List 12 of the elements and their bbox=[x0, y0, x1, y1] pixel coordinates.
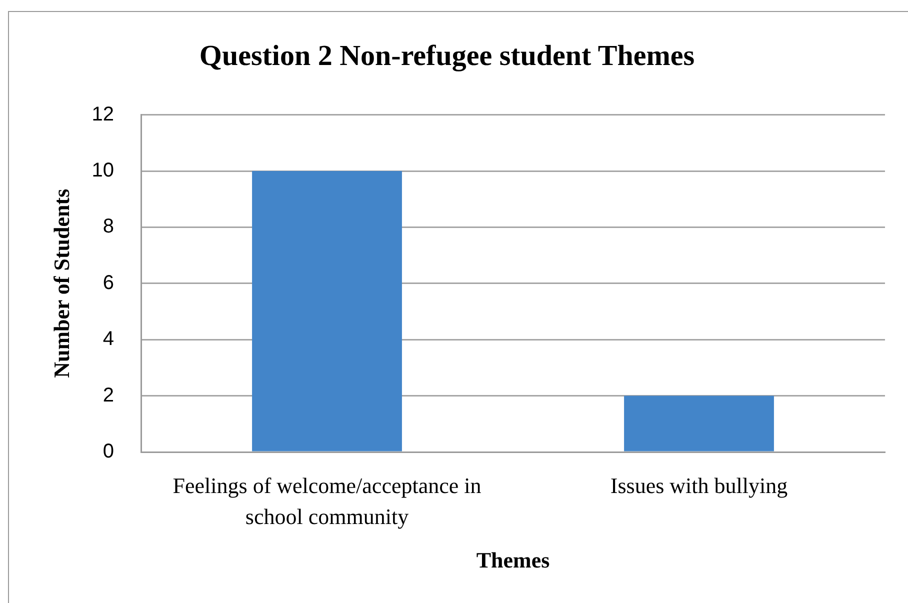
y-tick-label: 0 bbox=[102, 440, 114, 463]
chart-title: Question 2 Non-refugee student Themes bbox=[199, 40, 695, 72]
y-axis-title: Number of Students bbox=[48, 188, 74, 378]
x-tick-label: Feelings of welcome/acceptance in school community bbox=[172, 473, 482, 529]
x-axis-title: Themes bbox=[476, 547, 550, 572]
y-tick-label: 8 bbox=[102, 216, 114, 238]
y-tick-label: 6 bbox=[102, 272, 114, 294]
x-tick-label: Issues with bullying bbox=[610, 473, 788, 498]
y-tick-label: 2 bbox=[102, 384, 114, 406]
y-tick-label: 4 bbox=[102, 328, 114, 350]
y-tick-label: 12 bbox=[92, 103, 114, 126]
y-tick-label: 10 bbox=[92, 160, 114, 182]
